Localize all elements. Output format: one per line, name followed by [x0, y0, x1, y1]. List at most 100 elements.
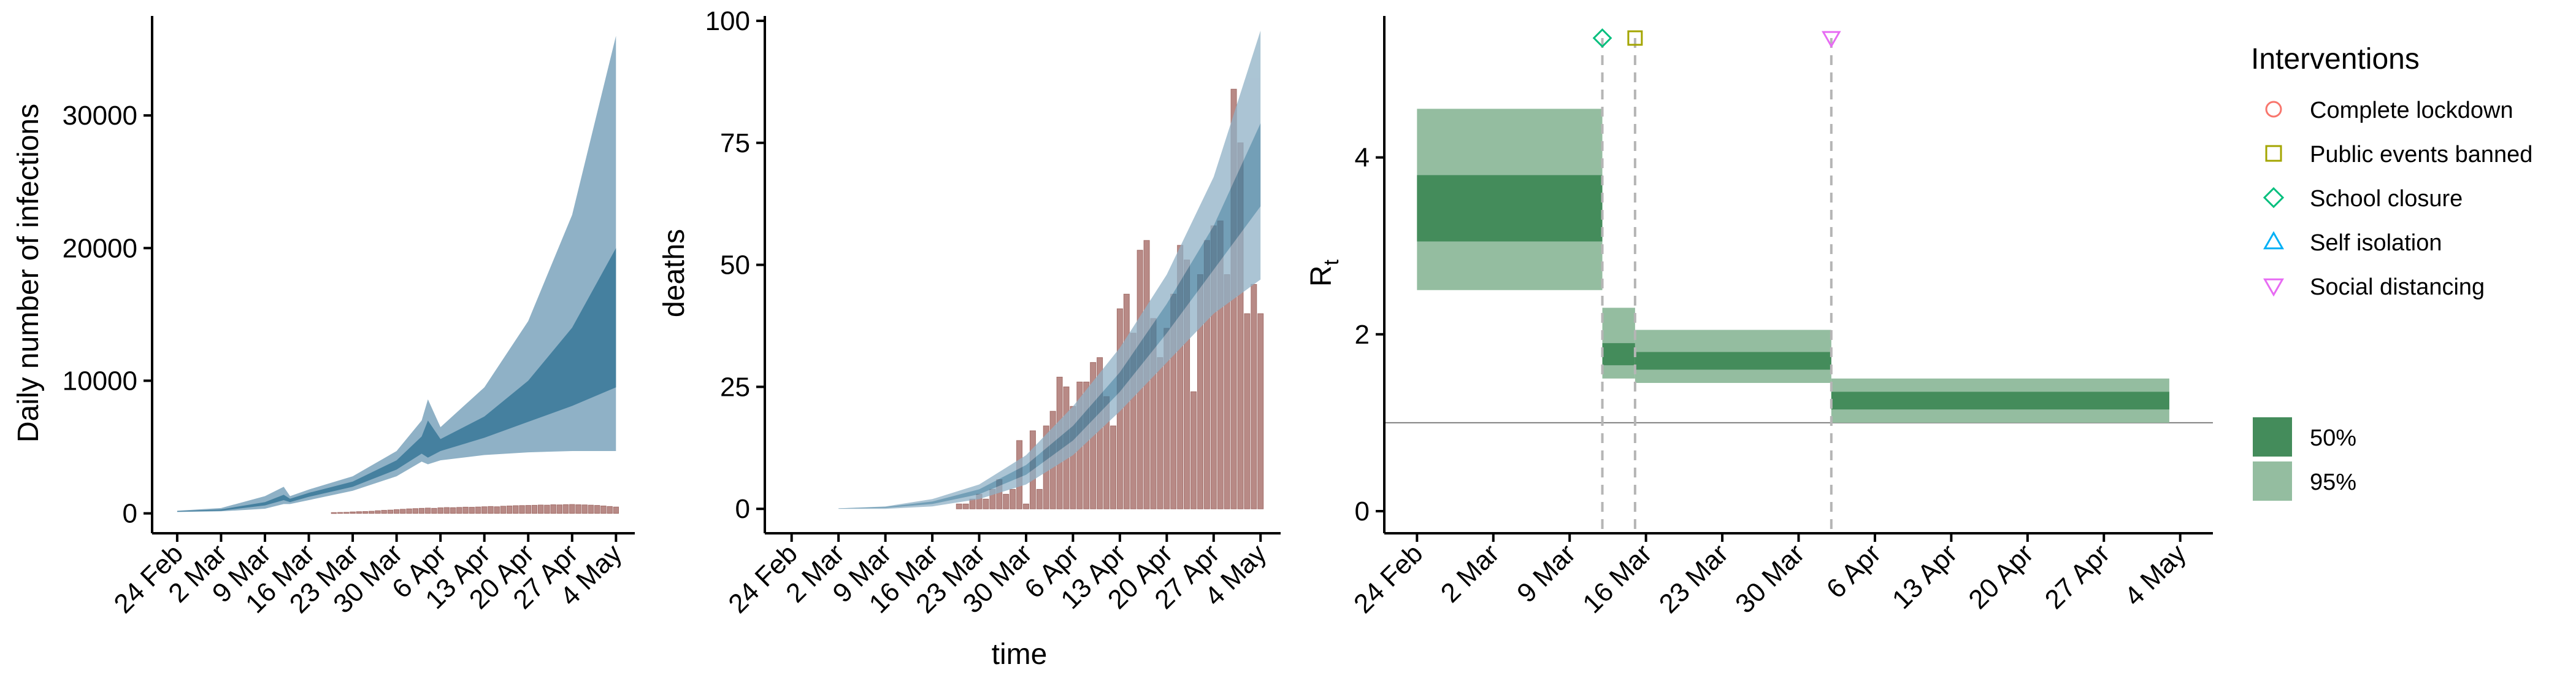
deaths-bar	[1003, 493, 1010, 509]
legend-item-label: Social distancing	[2310, 274, 2485, 300]
infections-bar	[406, 508, 412, 514]
legend-interval-swatch	[2253, 417, 2292, 457]
infections-bar	[594, 505, 600, 514]
infections-bar	[537, 504, 544, 514]
deaths-bar	[1083, 381, 1090, 509]
rt-x-tick-label: 2 Mar	[1435, 538, 1505, 608]
rt-segments	[1384, 109, 2213, 423]
infections-y-tick-label: 20000	[63, 233, 137, 263]
deaths-bar	[1036, 488, 1043, 509]
legend-intervention-items: Complete lockdown Public events banned Sch…	[2263, 98, 2532, 300]
deaths-bar	[956, 503, 962, 509]
rt-intervention-marker-square-icon	[1627, 30, 1643, 46]
legend-interval-swatch	[2253, 461, 2292, 501]
deaths-y-axis-title: deaths	[658, 229, 691, 317]
legend-triangle-up-icon	[2263, 231, 2284, 250]
infections-y-tick-label: 30000	[63, 101, 137, 131]
infections-bar	[575, 504, 581, 514]
infections-bar	[393, 509, 400, 514]
rt-50-interval	[1602, 343, 1635, 366]
infections-bar	[431, 507, 437, 514]
infections-bar	[556, 504, 563, 514]
legend-triangle-down-icon	[2263, 278, 2284, 297]
infections-y-axis-title: Daily number of infections	[12, 104, 45, 442]
infections-bar	[588, 504, 594, 514]
rt-y-axis-title-main: R	[1305, 265, 1338, 287]
rt-x-tick-label: 4 May	[2118, 538, 2191, 611]
infections-bar	[443, 507, 450, 514]
deaths-bar	[1257, 313, 1264, 509]
infections-bar	[494, 506, 500, 514]
infections-bar	[513, 505, 519, 514]
infections-y-tick-label: 10000	[63, 366, 137, 396]
deaths-y-tick-label: 0	[735, 494, 750, 524]
infections-bar	[450, 507, 456, 514]
deaths-x-axis-title: time	[992, 638, 1048, 671]
infections-bar	[456, 507, 462, 514]
rt-x-tick-label: 16 Mar	[1577, 538, 1657, 619]
deaths-bar	[969, 498, 976, 509]
rt-50-interval	[1831, 392, 2169, 410]
deaths-bar	[1244, 313, 1251, 509]
infections-95-band	[177, 36, 616, 512]
infections-bar	[481, 506, 488, 514]
rt-50-interval	[1635, 352, 1831, 370]
deaths-bar	[1224, 274, 1230, 509]
legend-title: Interventions	[2251, 43, 2420, 75]
legend-item-label: Self isolation	[2310, 230, 2442, 256]
legend-circle-icon	[2265, 101, 2282, 118]
legend: Interventions Complete lockdown Public ev…	[2251, 43, 2532, 501]
deaths-bar	[962, 503, 969, 509]
infections-bar	[475, 506, 481, 514]
infections-bar	[331, 512, 337, 514]
legend-item-label: Complete lockdown	[2310, 98, 2513, 123]
rt-x-tick-label: 27 Apr	[2039, 538, 2116, 615]
rt-intervention-marker-triangle-down-icon	[1822, 31, 1841, 48]
legend-diamond-icon	[2263, 187, 2285, 209]
rt-50-interval	[1417, 175, 1603, 242]
infections-bar	[462, 506, 469, 514]
infections-bar	[607, 506, 613, 514]
infections-bar	[525, 505, 531, 514]
deaths-y-tick-label: 75	[720, 128, 750, 158]
rt-x-tick-label: 30 Mar	[1730, 538, 1810, 619]
rt-intervention-marker-diamond-icon	[1592, 28, 1612, 48]
deaths-y-tick-label: 50	[720, 250, 750, 280]
rt-y-axis-title: Rt	[1305, 259, 1343, 287]
infections-bar	[350, 511, 356, 514]
infections-bar	[519, 505, 525, 514]
deaths-bar	[983, 498, 989, 509]
infections-bar	[381, 510, 387, 514]
infections-bar	[488, 506, 494, 514]
infections-bar	[418, 507, 425, 514]
deaths-50-band	[838, 123, 1261, 509]
deaths-bar	[1022, 503, 1029, 509]
infections-bar	[400, 509, 406, 514]
infections-bar	[369, 511, 375, 514]
deaths-credible-bands	[838, 30, 1261, 509]
infections-bar	[425, 507, 431, 514]
deaths-bar	[1177, 245, 1184, 509]
deaths-95-band	[838, 30, 1261, 509]
legend-interval-items: 50% 95%	[2253, 417, 2356, 501]
infections-bar	[437, 507, 443, 514]
rt-x-tick-label: 13 Apr	[1887, 538, 1963, 615]
rt-intervention-lines	[1592, 28, 1841, 533]
infections-bar	[562, 504, 569, 514]
infections-bar	[544, 504, 550, 514]
infections-reported-bars	[331, 504, 619, 514]
rt-x-tick-label: 20 Apr	[1963, 538, 2039, 615]
deaths-y-tick-label: 25	[720, 372, 750, 402]
deaths-bar	[1251, 284, 1257, 509]
rt-y-tick-label: 0	[1355, 496, 1370, 527]
rt-x-tick-label: 23 Mar	[1654, 538, 1734, 619]
infections-bar	[356, 511, 362, 514]
infections-bar	[387, 509, 394, 514]
infections-bar	[531, 504, 538, 514]
infections-bar	[600, 505, 607, 514]
